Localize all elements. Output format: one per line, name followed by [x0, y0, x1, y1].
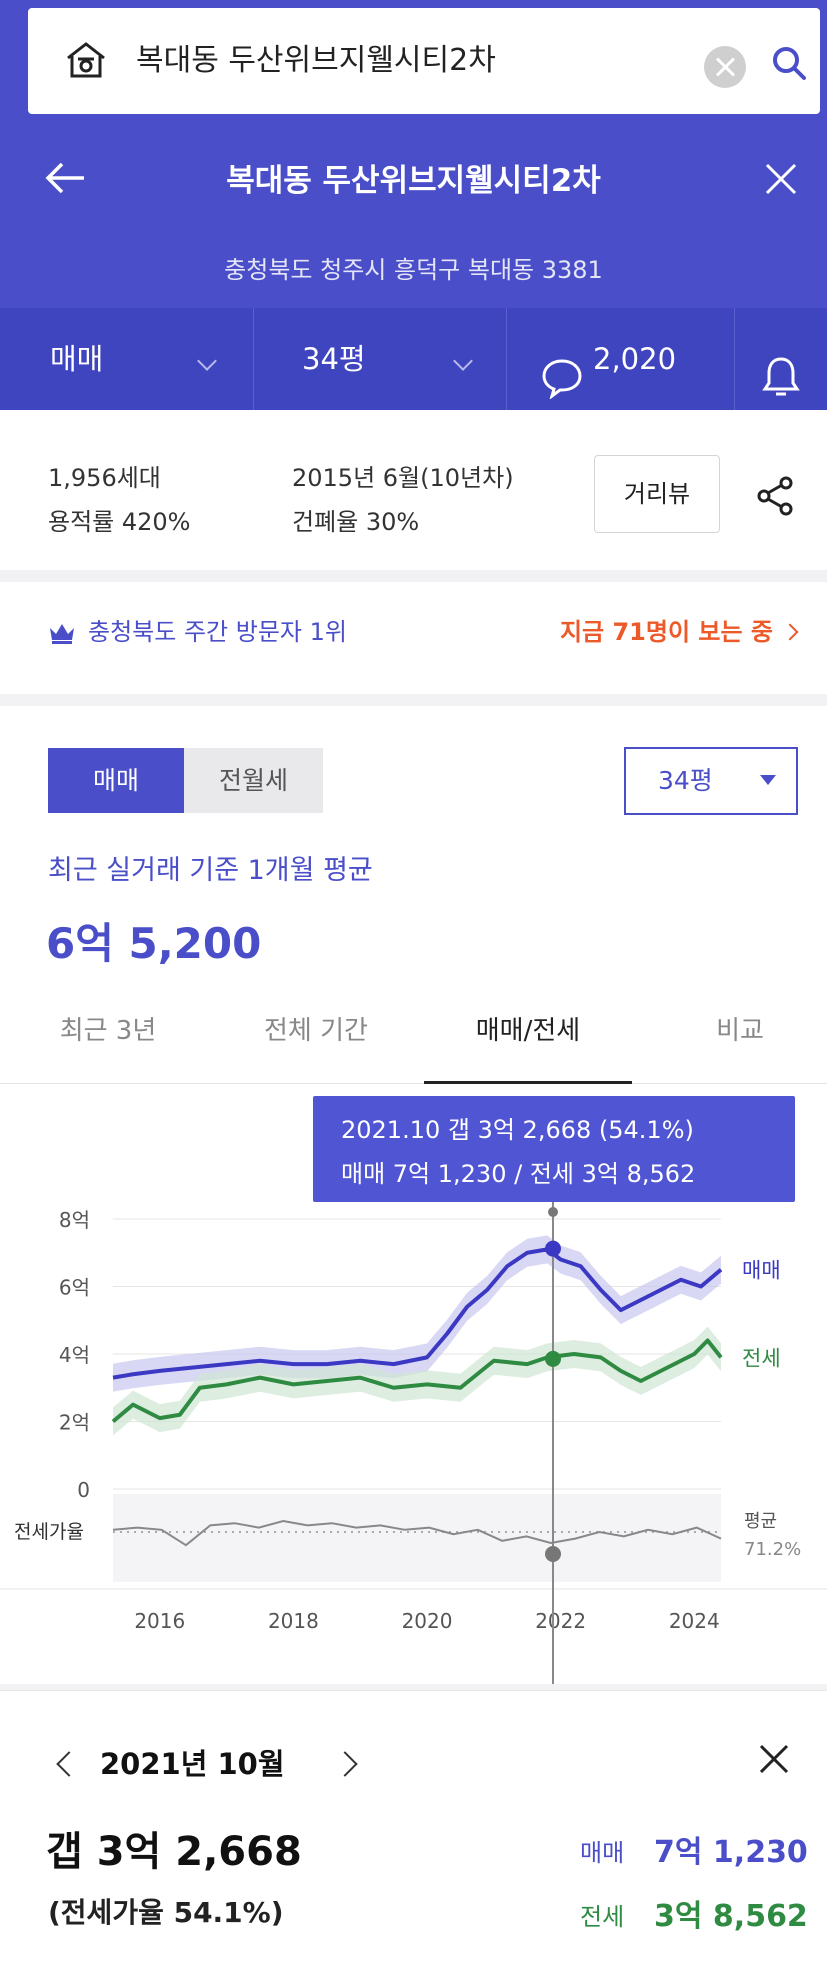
header-area: 복대동 두산위브지웰시티2차 복대동 두산위브지웰시티2차 충청북도 청주시 흥… [0, 0, 827, 410]
rent-value: 3억 8,562 [654, 1899, 808, 1934]
series-label: 매매 [742, 1259, 781, 1283]
crosshair-top-dot [548, 1207, 558, 1217]
x-tick-label: 2018 [268, 1609, 319, 1633]
next-month-icon[interactable] [332, 1751, 358, 1777]
avg-price-value: 6억 5,200 [46, 919, 262, 968]
ratio-line [112, 1519, 722, 1547]
segment-sale[interactable]: 매매 [48, 748, 184, 813]
address: 충청북도 청주시 흥덕구 복대동 3381 [224, 256, 603, 284]
y-tick-label: 0 [77, 1478, 90, 1502]
y-tick-label: 4억 [59, 1343, 90, 1367]
tooltip-line1: 2021.10 갭 3억 2,668 (54.1%) [341, 1116, 694, 1144]
y-tick-label: 2억 [59, 1411, 90, 1435]
gap-value: 갭 3억 2,668 [46, 1829, 302, 1875]
close-icon[interactable] [758, 1743, 790, 1779]
x-tick-label: 2020 [402, 1609, 453, 1633]
segment-rent[interactable]: 전월세 [218, 766, 288, 795]
complex-info: 1,956세대 용적률 420% 2015년 6월(10년차) 건폐율 30% … [0, 410, 827, 570]
series-label: 전세 [742, 1346, 781, 1370]
section-divider [0, 1684, 827, 1690]
y-tick-label: 8억 [59, 1208, 90, 1232]
comment-count: 2,020 [593, 342, 677, 376]
ratio-avg-value: 71.2% [744, 1539, 801, 1560]
search-input[interactable]: 복대동 두산위브지웰시티2차 [136, 43, 496, 78]
comments-button[interactable]: 2,020 [507, 308, 735, 410]
trade-segment: 매매 전월세 [48, 748, 323, 813]
ratio-avg-label: 평균 [744, 1511, 777, 1532]
tab-compare[interactable]: 비교 [716, 1016, 764, 1046]
page-title: 복대동 두산위브지웰시티2차 [226, 163, 601, 199]
chevron-right-icon [781, 623, 799, 641]
bell-icon [761, 338, 801, 440]
sale-value: 7억 1,230 [654, 1835, 808, 1870]
share-icon[interactable] [754, 474, 798, 522]
crown-icon [48, 622, 76, 648]
detail-month: 2021년 10월 [100, 1747, 285, 1781]
tooltip-line2: 매매 7억 1,230 / 전세 3억 8,562 [341, 1160, 696, 1188]
size-dropdown[interactable]: 34평 [254, 308, 507, 410]
size-select-label: 34평 [658, 766, 713, 795]
x-tick-label: 2016 [134, 1609, 185, 1633]
series-band-1 [113, 1326, 721, 1436]
series-line-0 [112, 1247, 723, 1380]
home-icon[interactable] [64, 40, 108, 84]
chevron-down-icon [453, 351, 473, 371]
section-divider [0, 694, 827, 706]
jeonse-ratio: (전세가율 54.1%) [48, 1896, 284, 1929]
series-band-0 [113, 1235, 721, 1392]
section-divider [0, 570, 827, 582]
size-label: 34평 [302, 342, 366, 376]
prev-month-icon[interactable] [56, 1751, 82, 1777]
size-select[interactable]: 34평 [624, 747, 798, 815]
sale-label: 매매 [580, 1839, 625, 1867]
comment-icon [541, 338, 583, 440]
clear-icon[interactable] [704, 46, 746, 88]
x-tick-label: 2024 [669, 1609, 720, 1633]
households: 1,956세대 [48, 464, 161, 492]
built-date: 2015년 6월(10년차) [292, 464, 514, 492]
notification-button[interactable] [735, 308, 827, 410]
search-icon[interactable] [770, 44, 810, 88]
visitor-rank: 충청북도 주간 방문자 1위 [88, 618, 347, 646]
search-bar[interactable]: 복대동 두산위브지웰시티2차 [28, 8, 820, 114]
period-tabs: 최근 3년 전체 기간 매매/전세 비교 [0, 1000, 827, 1084]
rent-label: 전세 [580, 1903, 625, 1931]
caret-down-icon [760, 775, 776, 785]
back-arrow-icon[interactable] [44, 160, 86, 200]
coverage-ratio: 건폐율 30% [292, 508, 420, 536]
series-line-1 [111, 1338, 723, 1424]
floor-area-ratio: 용적률 420% [48, 508, 191, 536]
trade-type-dropdown[interactable]: 매매 [0, 308, 254, 410]
trade-type-label: 매매 [50, 342, 104, 376]
highlight-point-ratio [545, 1546, 561, 1562]
streetview-button[interactable]: 거리뷰 [594, 455, 720, 533]
x-tick-label: 2022 [535, 1609, 586, 1633]
live-viewers[interactable]: 지금 71명이 보는 중 [559, 618, 773, 646]
chevron-down-icon [197, 351, 217, 371]
close-icon[interactable] [764, 162, 798, 200]
ratio-band [113, 1494, 721, 1582]
tab-sale-rent[interactable]: 매매/전세 [424, 1000, 632, 1084]
visitor-banner[interactable]: 충청북도 주간 방문자 1위 지금 71명이 보는 중 [0, 582, 827, 682]
filter-bar: 매매 34평 2,020 [0, 308, 827, 410]
highlight-point-sale [545, 1240, 561, 1257]
month-detail: 2021년 10월 갭 3억 2,668 (전세가율 54.1%) 매매 7억 … [0, 1690, 827, 1974]
tab-recent-3y[interactable]: 최근 3년 [59, 1016, 157, 1046]
tab-all-period[interactable]: 전체 기간 [264, 1016, 368, 1046]
y-tick-label: 6억 [59, 1276, 90, 1300]
avg-price-label: 최근 실거래 기준 1개월 평균 [48, 855, 373, 886]
ratio-label: 전세가율 [14, 1521, 84, 1543]
highlight-point-rent [545, 1350, 561, 1367]
chart-tooltip: 2021.10 갭 3억 2,668 (54.1%) 매매 7억 1,230 /… [313, 1096, 795, 1202]
